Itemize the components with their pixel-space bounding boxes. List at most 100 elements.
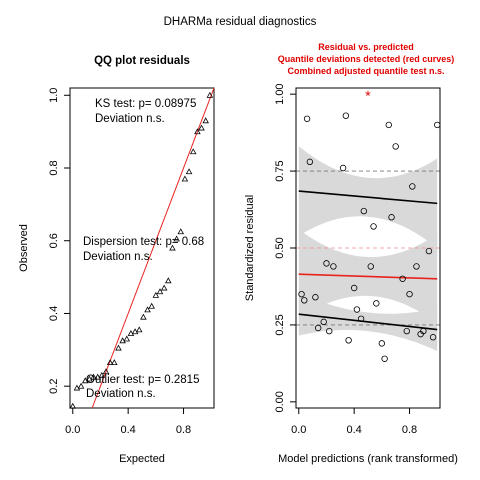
rv-x-tick-label: 0.4 [347, 424, 362, 436]
outlier-test-label: Outlier test: p= 0.2815 [86, 374, 199, 386]
rv-title-line-3: Combined adjusted quantile test n.s. [287, 66, 444, 76]
rv-point [314, 324, 322, 332]
rv-point [301, 297, 308, 304]
qq-point [73, 384, 81, 391]
rv-quantile-fits [298, 190, 438, 331]
qq-y-tick-label: 0.2 [48, 379, 60, 394]
rv-point [367, 263, 374, 270]
qq-point [160, 284, 168, 291]
rv-y-axis: 0.00 0.25 0.50 0.75 1.00 [274, 83, 296, 413]
rv-point [339, 164, 347, 172]
qq-x-tick-label: 0.0 [65, 424, 80, 436]
qq-point [127, 330, 135, 336]
rv-point [330, 263, 337, 270]
qq-point [177, 228, 185, 235]
qq-point [135, 326, 143, 333]
rv-point [357, 315, 365, 322]
qq-point [206, 91, 214, 98]
rv-point [403, 327, 410, 335]
qq-y-tick-label: 1.0 [48, 88, 60, 103]
qq-x-axis-label: Expected [119, 453, 165, 465]
rv-point [409, 183, 416, 190]
qq-x-axis: 0.0 0.4 0.8 [65, 408, 191, 436]
qq-y-axis: 0.2 0.4 0.6 0.8 1.0 [48, 88, 70, 394]
rv-fit-q0.5 [298, 273, 438, 280]
rv-y-tick-label: 0.75 [274, 160, 286, 181]
rv-point [378, 340, 386, 347]
qq-point [165, 277, 172, 284]
qq-point [77, 382, 85, 389]
rv-point [388, 214, 395, 221]
rv-fit-q0.75 [298, 190, 438, 205]
qq-point [152, 291, 160, 298]
rv-point [392, 143, 399, 150]
rv-point [413, 263, 420, 270]
qq-point [169, 244, 176, 251]
qq-plot-title: QQ plot residuals [94, 55, 190, 67]
rv-confidence-bands [298, 146, 438, 351]
qq-point [202, 117, 209, 124]
qq-plot-panel: QQ plot residuals 0.0 0.4 0.8 0.2 0.4 0.6 0.8… [18, 55, 215, 465]
rv-y-axis-label: Standardized residual [244, 195, 256, 301]
rv-x-tick-label: 0.8 [402, 424, 417, 436]
qq-point [131, 328, 139, 335]
qq-y-tick-label: 0.4 [48, 306, 60, 321]
rv-y-tick-label: 0.00 [274, 391, 286, 412]
rv-point [381, 355, 388, 362]
qq-reference-line [91, 87, 215, 409]
qq-point [98, 371, 106, 378]
rv-point [303, 115, 311, 122]
rv-point [345, 337, 352, 344]
qq-point [119, 337, 126, 344]
qq-point [81, 377, 89, 384]
dispersion-deviation-label: Deviation n.s. [83, 251, 153, 263]
rv-point [399, 275, 406, 282]
qq-point [123, 335, 131, 342]
qq-point [173, 235, 180, 242]
rv-point [434, 121, 441, 129]
qq-points [69, 91, 214, 409]
qq-point [111, 359, 118, 366]
rv-point [350, 284, 358, 292]
qq-y-tick-label: 0.8 [48, 160, 60, 175]
rv-point [406, 290, 413, 298]
figure-title: DHARMa residual diagnostics [164, 16, 317, 28]
rv-y-tick-label: 0.50 [274, 237, 286, 258]
qq-point [198, 124, 205, 131]
rv-points [298, 112, 441, 362]
qq-point [86, 375, 93, 382]
rv-point [353, 306, 361, 313]
rv-point [320, 318, 327, 326]
rv-point [326, 327, 333, 335]
qq-point [106, 359, 114, 366]
qq-point [148, 302, 155, 309]
rv-title-line-2: Quantile deviations detected (red curves… [278, 54, 455, 64]
rv-outlier-marker: * [365, 88, 371, 104]
rv-point [429, 334, 437, 341]
qq-point [102, 368, 110, 375]
qq-y-axis-label: Observed [18, 224, 30, 272]
qq-point [140, 313, 147, 320]
rv-x-axis-label: Model predictions (rank transformed) [278, 453, 458, 465]
qq-x-tick-label: 0.4 [121, 424, 136, 436]
qq-point [94, 373, 101, 380]
rv-point [425, 247, 433, 255]
rv-reference-lines [296, 170, 440, 326]
qq-x-tick-label: 0.8 [176, 424, 191, 436]
qq-point [115, 344, 122, 351]
rv-point [373, 300, 380, 307]
ks-test-label: KS test: p= 0.08975 [95, 98, 196, 110]
qq-point [156, 288, 164, 295]
rv-point [306, 158, 314, 166]
rv-point [360, 207, 368, 215]
rv-title-line-1: Residual vs. predicted [318, 42, 414, 52]
qq-point [90, 373, 97, 380]
rv-y-tick-label: 0.25 [274, 314, 286, 335]
rv-point [342, 112, 350, 119]
rv-point [312, 294, 319, 301]
rv-x-axis: 0.0 0.4 0.8 [291, 408, 417, 436]
dispersion-test-label: Dispersion test: p= 0.68 [83, 236, 204, 248]
qq-point [189, 148, 197, 155]
qq-point [185, 168, 193, 175]
